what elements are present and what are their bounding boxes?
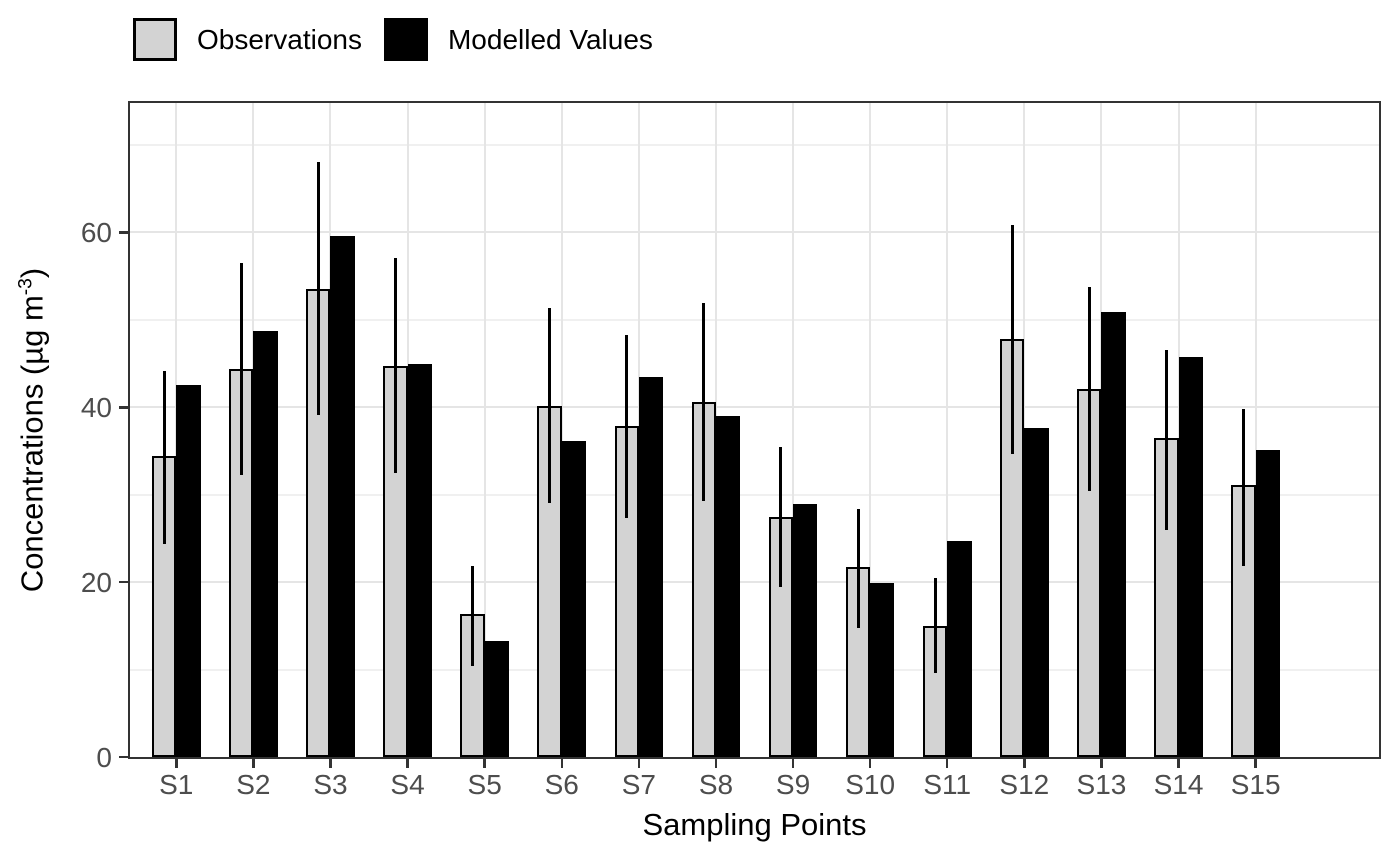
errorbar-S1 [162,371,166,544]
x-tick-S2 [252,759,255,768]
x-tick-label-S2: S2 [236,769,271,800]
bar-modelled-S15 [1255,450,1280,757]
bar-observations-S12 [1000,339,1025,757]
x-tick-label-S15: S15 [1230,769,1281,800]
x-tick-label-S9: S9 [775,769,811,800]
x-tick-label-S7: S7 [621,769,656,800]
errorbar-S10 [856,508,860,629]
x-axis-title: Sampling Points [642,807,867,842]
bar-modelled-S4 [407,364,432,757]
y-tick-40 [119,406,128,409]
x-tick-label-S6: S6 [544,769,579,800]
errorbar-S3 [316,162,320,416]
chart-legend: Observations Modelled Values [133,18,653,61]
y-tick-label-40: 40 [80,392,112,424]
errorbar-S11 [933,577,937,674]
bar-modelled-S13 [1101,311,1126,757]
x-tick-S12 [1023,759,1026,768]
errorbar-S12 [1010,225,1014,454]
major-gridline-x-S5 [483,103,486,757]
legend-key-observations [133,18,177,61]
x-tick-label-S3: S3 [313,769,348,800]
x-tick-label-S5: S5 [467,769,502,800]
x-tick-S3 [329,759,332,768]
major-gridline-y-60 [130,231,1379,234]
y-tick-label-60: 60 [80,217,112,249]
y-tick-60 [119,231,128,234]
errorbar-S4 [393,257,397,473]
legend-label-modelled-values: Modelled Values [447,23,653,55]
y-axis-title-superscript: -3 [15,278,37,296]
errorbar-S2 [239,263,243,476]
y-axis-title: Concentrations (µg m-3) [14,267,50,593]
x-tick-S8 [714,759,718,768]
x-tick-S5 [483,759,486,768]
y-tick-label-20: 20 [80,567,112,599]
x-tick-S4 [406,759,409,768]
x-tick-S7 [637,759,641,768]
x-tick-S14 [1177,759,1180,768]
x-tick-S9 [791,759,795,768]
x-tick-S10 [868,759,872,768]
bar-modelled-S5 [484,640,509,757]
bar-modelled-S6 [561,440,587,757]
legend-label-observations: Observations [197,23,362,55]
x-tick-label-S1: S1 [159,769,194,800]
errorbar-S9 [779,447,783,587]
major-gridline-x-S11 [946,103,949,757]
y-axis-title-suffix: ) [14,267,50,279]
errorbar-S13 [1087,287,1091,492]
x-tick-label-S11: S11 [923,769,972,800]
bar-observations-S8 [691,402,716,757]
bar-observations-S7 [614,425,639,757]
x-tick-label-S10: S10 [845,769,896,800]
x-tick-label-S8: S8 [698,769,734,800]
errorbar-S15 [1241,409,1245,566]
x-tick-S6 [560,759,563,768]
bar-modelled-S14 [1178,357,1203,757]
major-gridline-y-20 [130,581,1379,584]
bar-modelled-S8 [715,416,741,757]
bar-modelled-S7 [638,376,664,757]
minor-gridline-y-70 [130,143,1379,146]
minor-gridline-y-10 [130,668,1379,671]
errorbar-S8 [702,303,706,501]
x-tick-S15 [1254,759,1257,768]
bar-observations-S6 [537,405,562,757]
x-tick-S13 [1100,759,1103,768]
y-tick-20 [119,580,128,584]
y-tick-label-0: 0 [96,742,112,773]
bar-modelled-S11 [947,541,972,757]
errorbar-S14 [1164,349,1168,530]
major-gridline-x-S9 [792,103,795,757]
major-gridline-x-S6 [560,103,563,757]
x-tick-S1 [175,759,178,768]
legend-item-modelled-values: Modelled Values [383,18,653,61]
bar-modelled-S2 [253,331,278,757]
major-gridline-x-S15 [1254,103,1257,757]
bar-modelled-S1 [176,384,201,757]
x-tick-label-S14: S14 [1153,769,1204,800]
minor-gridline-y-50 [130,318,1379,321]
errorbar-S7 [625,334,629,519]
bar-modelled-S10 [870,583,895,757]
minor-gridline-y-30 [130,493,1379,496]
y-axis-title-prefix: Concentrations (µg m [14,295,50,593]
bar-modelled-S9 [793,504,818,757]
legend-item-observations: Observations [133,18,362,61]
x-tick-label-S4: S4 [390,769,425,800]
major-gridline-y-40 [130,406,1379,409]
plot-panel [130,103,1379,757]
x-tick-S11 [945,759,949,768]
y-tick-0 [119,755,128,759]
major-gridline-x-S10 [869,103,872,757]
errorbar-S5 [471,565,474,667]
bar-modelled-S3 [330,235,355,757]
legend-key-modelled-values [383,18,428,61]
errorbar-S6 [548,308,552,504]
x-tick-label-S13: S13 [1076,769,1127,800]
x-tick-label-S12: S12 [999,769,1050,800]
bar-modelled-S12 [1024,428,1049,757]
